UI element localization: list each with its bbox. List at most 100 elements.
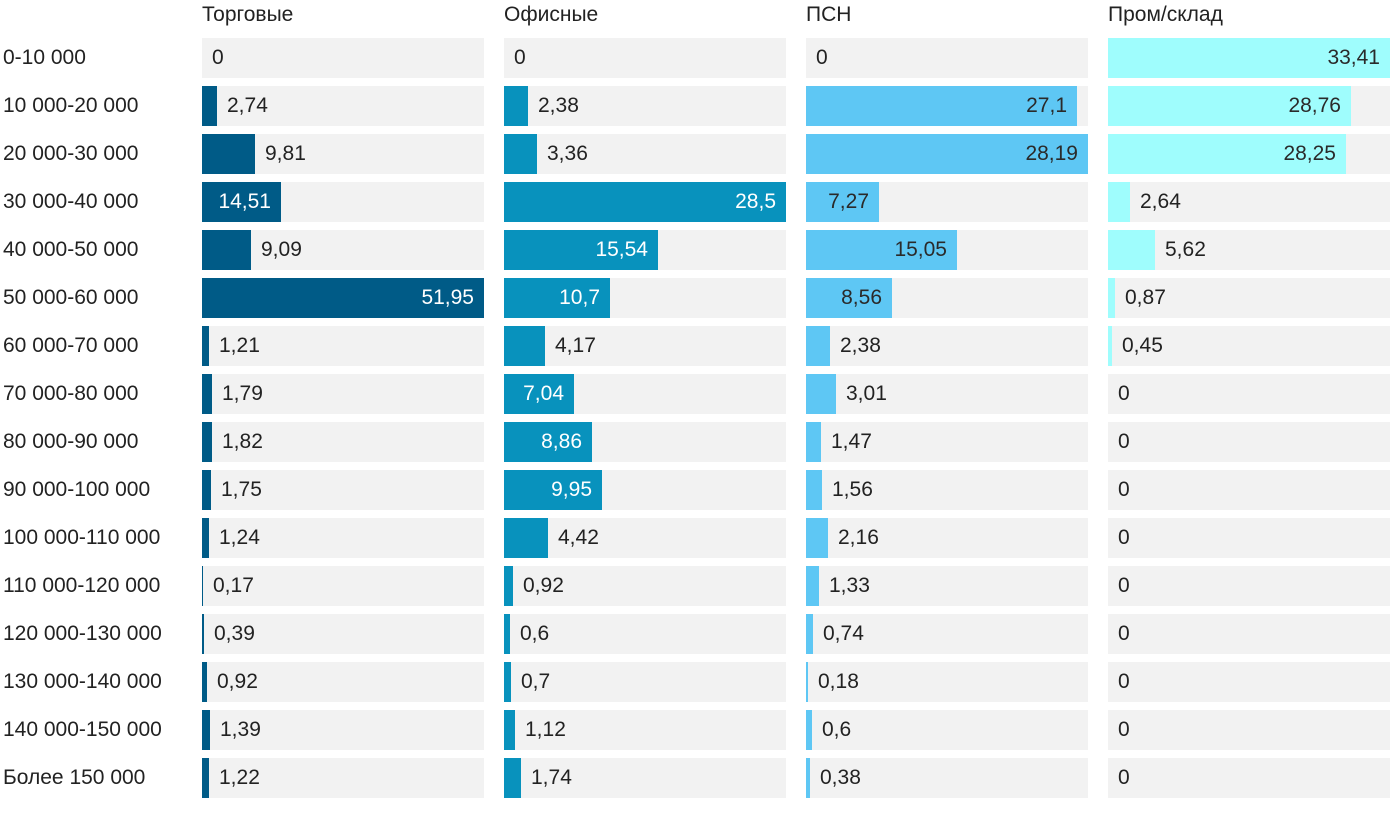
category-label: 50 000-60 000 [3, 286, 139, 309]
category-label: 70 000-80 000 [3, 382, 139, 405]
bar [504, 182, 786, 222]
data-label: 15,05 [894, 238, 947, 261]
bar [202, 182, 281, 222]
bar-track: 0 [1108, 758, 1390, 798]
series-header: ПСН [806, 3, 852, 26]
bar [504, 86, 528, 126]
data-label: 28,25 [1283, 142, 1336, 165]
category-label: 100 000-110 000 [3, 526, 161, 549]
bar-track: 0,6 [806, 710, 1088, 750]
data-label: 0,6 [822, 718, 852, 741]
bar-track: 9,81 [202, 134, 484, 174]
bar-track: 0 [1108, 662, 1390, 702]
bar [504, 566, 513, 606]
bar-track: 0,92 [202, 662, 484, 702]
data-label: 0 [514, 46, 526, 69]
bar-track: 0 [1108, 422, 1390, 462]
bar [504, 710, 515, 750]
bar-track: 0,38 [806, 758, 1088, 798]
bar [504, 662, 511, 702]
category-label: 10 000-20 000 [3, 94, 139, 117]
bar [504, 230, 658, 270]
data-label: 8,56 [841, 286, 882, 309]
bar [202, 518, 209, 558]
bar-track: 28,5 [504, 182, 786, 222]
data-label: 0 [1118, 526, 1130, 549]
data-label: 9,95 [551, 478, 592, 501]
data-label: 0,38 [820, 766, 861, 789]
bar-track: 28,76 [1108, 86, 1390, 126]
bar-track: 0 [806, 38, 1088, 78]
bar [202, 710, 210, 750]
data-label: 4,42 [558, 526, 599, 549]
data-label: 0 [1118, 718, 1130, 741]
bar [202, 134, 255, 174]
data-label: 2,74 [227, 94, 268, 117]
data-label: 0 [1118, 382, 1130, 405]
series-header: Офисные [504, 3, 599, 26]
data-label: 4,17 [555, 334, 596, 357]
bar [202, 470, 211, 510]
category-label: 40 000-50 000 [3, 238, 139, 261]
bar-track: 0 [202, 38, 484, 78]
bar-track: 1,21 [202, 326, 484, 366]
bar [806, 86, 1077, 126]
bar-track: 15,54 [504, 230, 786, 270]
bar-track: 1,33 [806, 566, 1088, 606]
bar [806, 326, 830, 366]
bar-track: 0,6 [504, 614, 786, 654]
data-label: 0,39 [214, 622, 255, 645]
bar-track: 9,95 [504, 470, 786, 510]
bar-track: 0 [1108, 374, 1390, 414]
data-label: 0,74 [823, 622, 864, 645]
data-label: 14,51 [218, 190, 271, 213]
data-label: 9,81 [265, 142, 306, 165]
bar-track: 1,39 [202, 710, 484, 750]
bar-track: 4,17 [504, 326, 786, 366]
bar-track: 0 [1108, 614, 1390, 654]
data-label: 28,19 [1025, 142, 1078, 165]
category-label: 30 000-40 000 [3, 190, 139, 213]
bar-track: 33,41 [1108, 38, 1390, 78]
data-label: 1,79 [222, 382, 263, 405]
data-label: 0 [1118, 766, 1130, 789]
data-label: 1,39 [220, 718, 261, 741]
bar [504, 326, 545, 366]
category-label: 130 000-140 000 [3, 670, 162, 693]
bar [1108, 86, 1351, 126]
bar-track: 8,56 [806, 278, 1088, 318]
bar-track: 9,09 [202, 230, 484, 270]
bar [1108, 278, 1115, 318]
data-label: 2,64 [1140, 190, 1181, 213]
bar [202, 566, 203, 606]
data-label: 33,41 [1327, 46, 1380, 69]
bar [504, 374, 574, 414]
bar [202, 422, 212, 462]
data-label: 0 [816, 46, 828, 69]
data-label: 2,38 [840, 334, 881, 357]
data-label: 0 [212, 46, 224, 69]
bar-track: 14,51 [202, 182, 484, 222]
data-label: 15,54 [595, 238, 648, 261]
category-label: 120 000-130 000 [3, 622, 162, 645]
data-label: 0,92 [217, 670, 258, 693]
bar [202, 278, 484, 318]
bar-track: 1,79 [202, 374, 484, 414]
bar-track: 0 [504, 38, 786, 78]
bar-track: 1,56 [806, 470, 1088, 510]
category-label: Более 150 000 [3, 766, 146, 789]
category-label: 20 000-30 000 [3, 142, 139, 165]
data-label: 0,92 [523, 574, 564, 597]
bar [202, 662, 207, 702]
bar-track: 0 [1108, 566, 1390, 606]
category-label: 0-10 000 [3, 46, 86, 69]
data-label: 3,36 [547, 142, 588, 165]
data-label: 1,75 [221, 478, 262, 501]
bar [806, 374, 836, 414]
bar-track: 10,7 [504, 278, 786, 318]
bar-track: 27,1 [806, 86, 1088, 126]
bar-track: 7,04 [504, 374, 786, 414]
data-label: 10,7 [559, 286, 600, 309]
bar-track: 2,74 [202, 86, 484, 126]
data-label: 8,86 [541, 430, 582, 453]
